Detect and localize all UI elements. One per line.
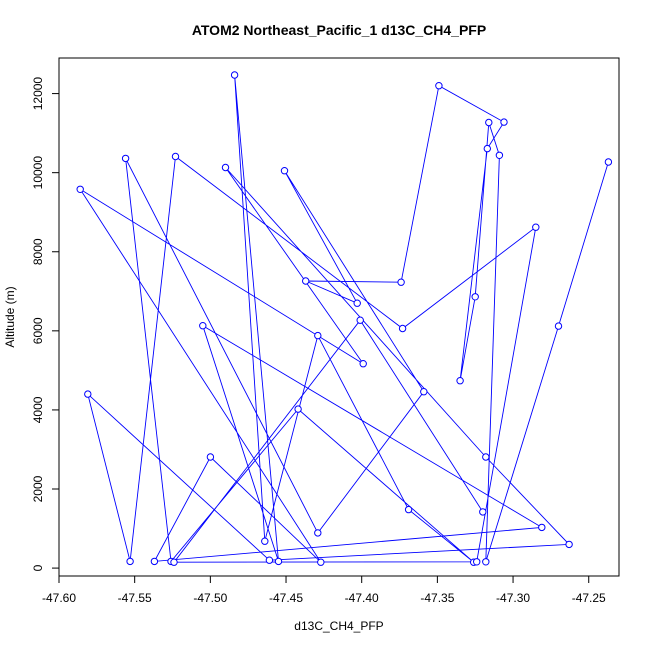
y-tick-label: 10000: [31, 156, 45, 190]
data-point: [230, 71, 239, 79]
data-point: [221, 163, 230, 172]
data-point: [482, 453, 490, 461]
data-series: [76, 71, 613, 566]
data-point: [532, 223, 540, 231]
data-point: [121, 154, 130, 163]
x-tick-label: -47.40: [345, 591, 379, 605]
data-point: [274, 557, 283, 566]
data-point: [314, 529, 322, 537]
data-point: [404, 505, 413, 514]
x-tick-label: -47.35: [420, 591, 454, 605]
data-point: [398, 324, 407, 333]
data-point: [199, 322, 207, 330]
y-tick-label: 0: [31, 564, 45, 571]
x-axis: -47.60 -47.55 -47.50 -47.45 -47.40 -47.35 -47.…: [42, 575, 606, 605]
y-tick-label: 6000: [31, 317, 45, 344]
data-point: [206, 453, 215, 461]
data-point: [500, 118, 508, 126]
data-point: [604, 158, 613, 166]
data-point: [538, 523, 546, 532]
data-point: [126, 557, 134, 566]
x-tick-label: -47.45: [269, 591, 303, 605]
y-tick-label: 2000: [31, 475, 45, 502]
x-axis-label: d13C_CH4_PFP: [294, 619, 383, 633]
data-point: [485, 118, 493, 127]
data-point: [170, 558, 178, 566]
data-point: [359, 360, 367, 368]
data-point: [435, 82, 443, 90]
y-tick-label: 4000: [31, 396, 45, 423]
y-axis: 0 2000 4000 6000 8000 10000 12000: [31, 77, 60, 571]
x-tick-label: -47.25: [572, 591, 606, 605]
data-point: [471, 293, 479, 301]
data-point: [456, 377, 464, 385]
data-point: [353, 299, 361, 307]
y-tick-label: 12000: [31, 77, 45, 111]
data-point: [479, 508, 487, 516]
data-point: [483, 144, 491, 153]
data-point: [294, 405, 302, 413]
data-point: [280, 167, 289, 175]
data-point: [150, 557, 159, 566]
y-axis-label: Altitude (m): [3, 286, 17, 347]
data-point: [265, 556, 274, 564]
x-tick-label: -47.55: [118, 591, 152, 605]
data-point: [420, 388, 428, 396]
data-point: [482, 558, 490, 566]
x-tick-label: -47.60: [42, 591, 76, 605]
data-point: [473, 558, 481, 566]
data-point: [171, 152, 180, 161]
x-tick-label: -47.50: [193, 591, 227, 605]
data-point: [495, 151, 504, 160]
data-point: [76, 185, 84, 194]
data-point: [317, 558, 325, 566]
data-point: [554, 322, 563, 330]
data-point: [356, 316, 364, 324]
chart-title: ATOM2 Northeast_Pacific_1 d13C_CH4_PFP: [192, 22, 486, 38]
x-tick-label: -47.30: [496, 591, 530, 605]
data-point: [397, 278, 405, 286]
data-point: [302, 277, 310, 285]
data-point: [314, 331, 322, 340]
data-point: [84, 390, 92, 398]
y-tick-label: 8000: [31, 238, 45, 265]
data-point: [565, 540, 573, 549]
data-point: [261, 537, 269, 545]
